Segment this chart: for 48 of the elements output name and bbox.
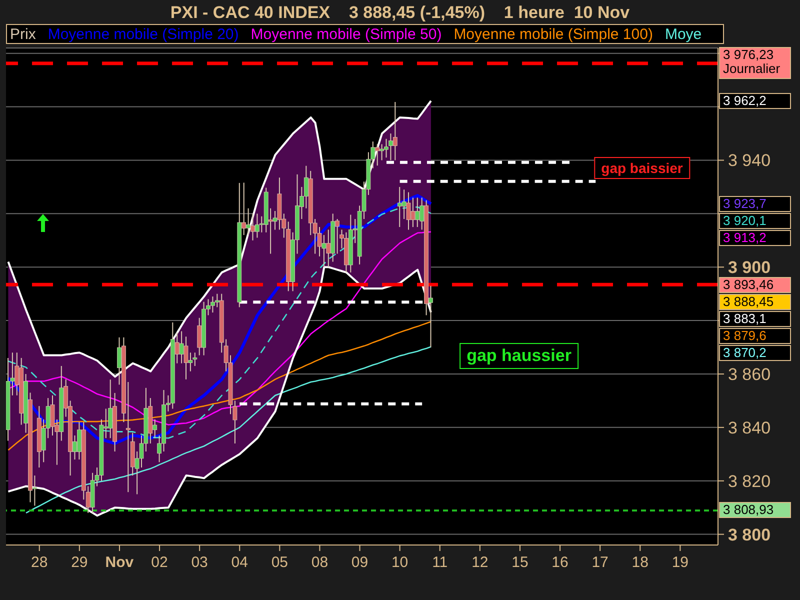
x-tick-label: 29 — [71, 554, 88, 571]
ref-line-label: 3 808,93 — [719, 502, 791, 518]
text: Moye — [664, 26, 702, 43]
line-series — [25, 346, 432, 514]
x-tick-label: 04 — [231, 554, 248, 571]
x-tick-label: 05 — [271, 554, 288, 571]
line-series — [7, 266, 432, 517]
line-series — [8, 320, 432, 451]
x-tick-label: 02 — [151, 554, 168, 571]
annotation: gap haussier — [460, 343, 578, 369]
y-tick-label: 3 900 — [728, 258, 771, 278]
x-tick-label: 19 — [672, 554, 689, 571]
y-tick-label: 3 860 — [728, 364, 771, 384]
text: Moyenne mobile (Simple 100) — [454, 26, 653, 43]
y-tick-label: 3 940 — [728, 151, 771, 170]
text: 3 923,7 — [719, 196, 791, 212]
x-tick-label: 12 — [472, 554, 488, 571]
x-tick-label: 10 — [391, 554, 408, 571]
text: 3 870,2 — [719, 344, 791, 361]
text: 3 920,1 — [719, 212, 791, 229]
x-tick-label: 16 — [552, 554, 568, 571]
y-tick-label: 3 820 — [728, 472, 771, 491]
y-tick-label: 3 840 — [728, 418, 771, 438]
x-tick-label: 15 — [512, 554, 528, 571]
x-tick-label: 28 — [31, 554, 48, 571]
x-tick-label: Nov — [105, 554, 134, 571]
line-series — [8, 231, 432, 426]
text: Moyenne mobile (Simple 50) — [250, 26, 442, 43]
x-tick-label: 18 — [632, 554, 648, 571]
x-tick-label: 03 — [191, 554, 208, 571]
text: 3 883,1 — [719, 310, 791, 327]
line-series — [7, 100, 432, 378]
text: Moyenne mobile (Simple 20) — [48, 26, 239, 43]
ref-line-label: 3 893,46 — [719, 276, 791, 293]
chart-title: PXI - CAC 40 INDEX 3 888,45 (-1,45%) 1 heure 10 Nov — [169, 3, 631, 23]
candlestick — [392, 101, 398, 161]
x-tick-label: 09 — [351, 554, 368, 571]
y-tick-label: 3 800 — [728, 525, 771, 544]
text: 3 879,6 — [719, 328, 791, 344]
x-tick-label: 11 — [432, 554, 448, 571]
x-tick-label: 08 — [311, 554, 328, 571]
ref-line-label: 3 976,23 Journalier — [719, 47, 791, 80]
text: 3 888,45 — [719, 294, 791, 310]
text: 3 913,2 — [719, 230, 791, 246]
annotation: gap baissier — [594, 157, 690, 179]
text: 3 962,2 — [719, 92, 791, 109]
text: Prix — [10, 26, 36, 43]
x-tick-label: 17 — [592, 554, 608, 571]
